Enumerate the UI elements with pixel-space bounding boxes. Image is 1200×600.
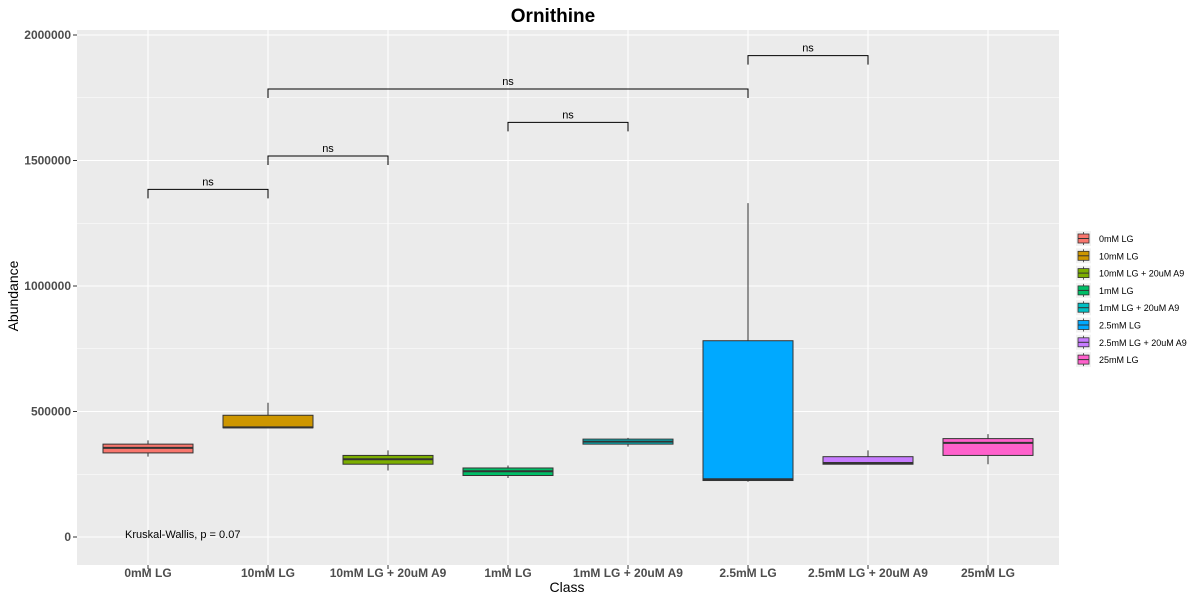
comparison-bracket-2: ns: [267, 143, 389, 165]
x-axis-title: Class: [549, 579, 584, 595]
comparison-bracket-1: ns: [147, 176, 269, 199]
bracket-line: [147, 188, 269, 199]
plot-panel: [77, 30, 1059, 565]
legend-label: 2.5mM LG: [1099, 321, 1141, 331]
box-body: [222, 414, 314, 429]
legend-item-1: 0mM LG: [1076, 231, 1134, 246]
bracket-line: [507, 121, 629, 132]
box-1: [102, 440, 194, 457]
x-tick-label: 1mM LG: [484, 566, 531, 580]
significance-brackets: ns ns ns ns ns: [147, 43, 869, 199]
legend-item-6: 2.5mM LG: [1076, 317, 1141, 333]
bracket-line: [267, 155, 389, 165]
legend-item-3: 10mM LG + 20uM A9: [1076, 265, 1184, 281]
legend-item-5: 1mM LG + 20uM A9: [1076, 300, 1179, 316]
box-7: [822, 450, 914, 465]
legend-item-4: 1mM LG: [1076, 282, 1134, 298]
box-body: [822, 456, 914, 465]
kruskal-wallis-annotation: Kruskal-Wallis, p = 0.07: [125, 529, 240, 541]
y-tick-label: 1500000: [24, 154, 71, 168]
x-tick-label: 10mM LG: [241, 566, 295, 580]
legend-label: 10mM LG: [1099, 251, 1139, 261]
y-tick-label: 1000000: [24, 279, 71, 293]
legend-label: 1mM LG + 20uM A9: [1099, 303, 1179, 313]
box-2: [222, 402, 314, 429]
y-tick-label: 0: [64, 530, 71, 544]
bracket-line: [747, 55, 869, 65]
grid-lines: [77, 30, 1059, 565]
x-tick-label: 1mM LG + 20uM A9: [573, 566, 683, 580]
legend-item-7: 2.5mM LG + 20uM A9: [1076, 334, 1187, 350]
comparison-bracket-5: ns: [747, 43, 869, 65]
x-tick-label: 10mM LG + 20uM A9: [330, 566, 447, 580]
significance-label: ns: [322, 143, 334, 155]
comparison-bracket-3: ns: [507, 109, 629, 132]
box-4: [462, 465, 554, 479]
legend-label: 1mM LG: [1099, 286, 1134, 296]
significance-label: ns: [562, 109, 574, 121]
legend-label: 2.5mM LG + 20uM A9: [1099, 338, 1187, 348]
y-tick-label: 2000000: [24, 28, 71, 42]
x-tick-label: 2.5mM LG + 20uM A9: [808, 566, 928, 580]
boxes: [102, 203, 1034, 482]
box-body: [702, 340, 794, 482]
legend-label: 0mM LG: [1099, 234, 1134, 244]
box-5: [582, 437, 674, 447]
box-8: [942, 434, 1034, 465]
y-tick-label: 500000: [31, 405, 71, 419]
bracket-line: [267, 88, 749, 98]
x-tick-label: 25mM LG: [961, 566, 1015, 580]
box-3: [342, 450, 434, 471]
box-6: [702, 203, 794, 482]
legend-label: 10mM LG + 20uM A9: [1099, 269, 1184, 279]
chart-title: Ornithine: [511, 6, 595, 27]
box-body: [942, 438, 1034, 456]
significance-label: ns: [802, 43, 814, 55]
legend-item-8: 25mM LG: [1076, 352, 1139, 368]
significance-label: ns: [502, 76, 514, 88]
legend: 0mM LG 10mM LG 10mM LG + 20uM A9 1mM LG 1mM …: [1076, 231, 1187, 368]
legend-label: 25mM LG: [1099, 355, 1139, 365]
axes: 0 500000 1000000 1500000 2000000 0mM LG 10mM L…: [24, 28, 1015, 580]
x-tick-label: 2.5mM LG: [719, 566, 776, 580]
comparison-bracket-4: ns: [267, 76, 749, 98]
x-tick-label: 0mM LG: [124, 566, 171, 580]
significance-label: ns: [202, 176, 214, 188]
y-axis-title: Abundance: [5, 260, 21, 331]
legend-item-2: 10mM LG: [1076, 248, 1139, 264]
